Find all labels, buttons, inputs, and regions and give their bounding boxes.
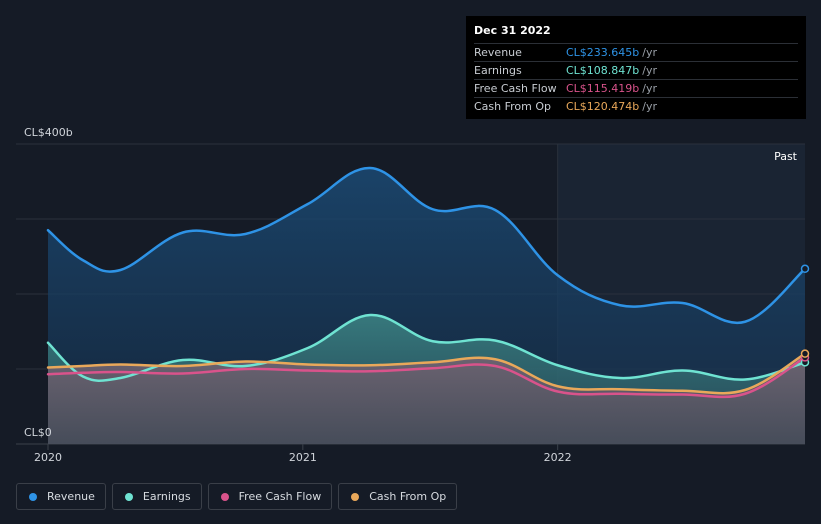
legend-dot-icon: [220, 492, 229, 501]
legend-dot-icon: [351, 492, 360, 501]
cash-from-op-area: [48, 353, 805, 444]
earnings-line: [46, 313, 807, 382]
legend-item-earnings[interactable]: Earnings: [111, 483, 202, 510]
legend-label: Cash From Op: [369, 490, 447, 503]
series-lines: [46, 166, 807, 399]
tooltip-row-unit: /yr: [642, 46, 658, 59]
legend-label: Revenue: [47, 490, 95, 503]
cash-from-op-line: [46, 352, 807, 395]
tooltip-row-earnings: Earnings CL$108.847b/yr: [474, 61, 798, 79]
tooltip-row-value: CL$115.419b: [566, 82, 640, 95]
tooltip-row-label: Free Cash Flow: [474, 82, 557, 95]
tooltip-row-label: Cash From Op: [474, 100, 552, 113]
x-tick-label: 2021: [289, 451, 317, 464]
tooltip-date: Dec 31 2022: [474, 24, 551, 37]
legend: Revenue Earnings Free Cash Flow Cash From O…: [16, 483, 458, 510]
legend-item-cash-from-op[interactable]: Cash From Op: [338, 483, 458, 510]
x-tick-label: 2022: [544, 451, 572, 464]
tooltip-row-revenue: Revenue CL$233.645b/yr: [474, 43, 798, 61]
legend-label: Earnings: [142, 490, 191, 503]
tooltip-row-value: CL$120.474b: [566, 100, 640, 113]
legend-label: Free Cash Flow: [238, 490, 322, 503]
tooltip-row-label: Earnings: [474, 64, 522, 77]
series-areas: [48, 167, 805, 444]
legend-dot-icon: [29, 492, 37, 501]
y-axis-top-label: CL$400b: [24, 126, 73, 139]
cash-from-op-end-point: [800, 349, 810, 358]
tooltip-rows: Revenue CL$233.645b/yr Earnings CL$108.847b…: [474, 43, 798, 115]
x-tick-label: 2020: [34, 451, 62, 464]
tooltip-row-cash-from-op: Cash From Op CL$120.474b/yr: [474, 97, 798, 115]
legend-item-free-cash-flow[interactable]: Free Cash Flow: [207, 483, 333, 510]
legend-item-revenue[interactable]: Revenue: [16, 483, 106, 510]
tooltip-row-value: CL$108.847b: [566, 64, 640, 77]
tooltip-row-unit: /yr: [642, 100, 658, 113]
tooltip-row-value: CL$233.645b: [566, 46, 640, 59]
revenue-end-point: [800, 264, 810, 274]
end-markers: [800, 264, 810, 367]
tooltip-row-free-cash-flow: Free Cash Flow CL$115.419b/yr: [474, 79, 798, 97]
revenue-line: [46, 166, 807, 325]
tooltip-row-unit: /yr: [642, 82, 658, 95]
tooltip-row-label: Revenue: [474, 46, 522, 59]
x-axis-ticks: 2020 2021 2022: [34, 444, 572, 464]
tooltip: Dec 31 2022 Revenue CL$233.645b/yr Earning…: [466, 16, 806, 119]
past-label: Past: [774, 150, 798, 163]
free-cash-flow-line: [46, 356, 807, 399]
legend-dot-icon: [124, 492, 133, 501]
tooltip-row-unit: /yr: [642, 64, 658, 77]
y-axis-bottom-label: CL$0: [24, 426, 52, 439]
